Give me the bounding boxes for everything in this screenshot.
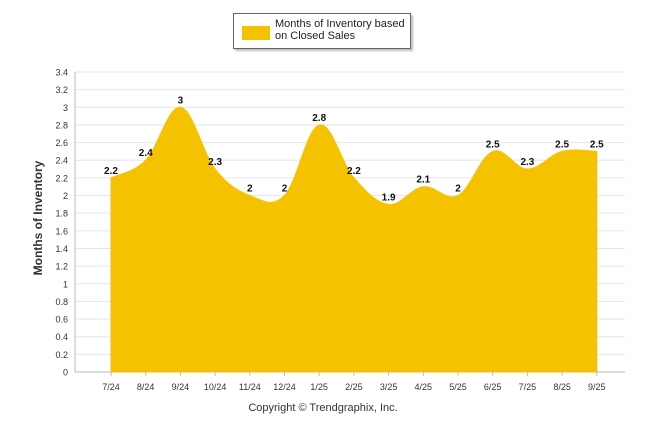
data-label: 2.4 xyxy=(139,148,153,159)
data-label: 2.5 xyxy=(486,139,500,150)
y-tick-label: 3.4 xyxy=(55,68,68,78)
legend-label: Months of Inventory based on Closed Sale… xyxy=(275,18,405,42)
legend: Months of Inventory based on Closed Sale… xyxy=(233,13,411,49)
x-tick-label: 8/24 xyxy=(137,382,155,392)
x-tick-label: 7/24 xyxy=(102,382,120,392)
y-tick-label: 2.6 xyxy=(55,138,68,148)
y-tick-label: 0.6 xyxy=(55,315,68,325)
data-label: 2.3 xyxy=(520,157,534,168)
y-tick-label: 0.8 xyxy=(55,297,68,307)
y-tick-label: 0.4 xyxy=(55,332,68,342)
x-tick-label: 3/25 xyxy=(380,382,398,392)
x-tick-label: 6/25 xyxy=(484,382,502,392)
x-tick-label: 1/25 xyxy=(310,382,328,392)
copyright-text: Copyright © Trendgraphix, Inc. xyxy=(248,402,398,414)
x-tick-label: 4/25 xyxy=(415,382,433,392)
data-label: 2.1 xyxy=(416,175,430,186)
x-tick-label: 9/24 xyxy=(172,382,190,392)
y-tick-label: 0.2 xyxy=(55,350,68,360)
data-label: 3 xyxy=(178,95,184,106)
y-tick-label: 1.2 xyxy=(55,262,68,272)
data-label: 2 xyxy=(247,184,253,195)
y-tick-label: 1 xyxy=(63,279,68,289)
x-tick-label: 11/24 xyxy=(239,382,261,392)
data-label: 2.3 xyxy=(208,157,222,168)
data-label: 2.2 xyxy=(104,166,118,177)
data-label: 2 xyxy=(282,184,288,195)
y-tick-label: 2.2 xyxy=(55,173,68,183)
data-label: 2.8 xyxy=(312,113,326,124)
legend-swatch xyxy=(242,26,270,40)
series-area xyxy=(110,106,598,373)
y-tick-label: 0 xyxy=(63,368,68,378)
data-label: 2.5 xyxy=(555,139,569,150)
x-tick-label: 2/25 xyxy=(345,382,363,392)
x-tick-label: 5/25 xyxy=(449,382,467,392)
y-axis-title: Months of Inventory xyxy=(31,160,45,276)
data-label: 2.2 xyxy=(347,166,361,177)
x-tick-label: 9/25 xyxy=(588,382,606,392)
x-tick-label: 7/25 xyxy=(519,382,537,392)
data-label: 2 xyxy=(455,184,461,195)
y-tick-label: 3.2 xyxy=(55,85,68,95)
y-tick-label: 1.6 xyxy=(55,226,68,236)
data-label: 1.9 xyxy=(382,192,396,203)
x-tick-label: 10/24 xyxy=(204,382,227,392)
x-tick-label: 12/24 xyxy=(273,382,296,392)
y-tick-label: 2.8 xyxy=(55,120,68,130)
y-tick-label: 1.8 xyxy=(55,209,68,219)
y-tick-label: 3 xyxy=(63,103,68,113)
data-label: 2.5 xyxy=(590,139,604,150)
y-tick-label: 1.4 xyxy=(55,244,68,254)
x-tick-label: 8/25 xyxy=(553,382,571,392)
y-tick-label: 2.4 xyxy=(55,156,68,166)
y-tick-label: 2 xyxy=(63,191,68,201)
